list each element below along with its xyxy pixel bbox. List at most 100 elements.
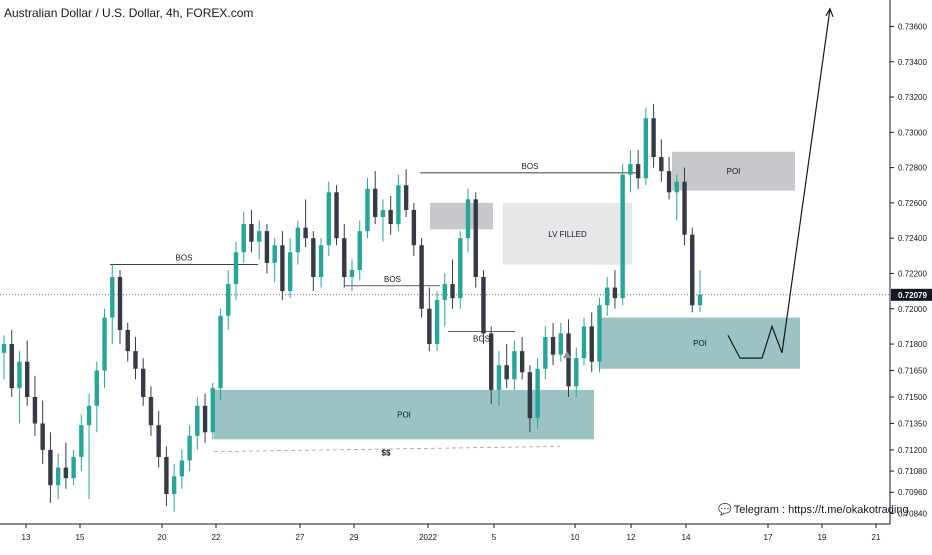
bos-label: BOS (522, 162, 539, 171)
marker-triangle (563, 351, 571, 358)
time-tick-label: 22 (212, 533, 221, 542)
candle (264, 224, 270, 274)
candle-body (635, 164, 641, 179)
price-tick-label: 0.72200 (898, 269, 927, 278)
candle (48, 432, 53, 503)
candle-body (249, 224, 254, 242)
candle (202, 393, 208, 443)
candle-body (605, 287, 610, 306)
candle-body (110, 276, 115, 318)
time-tick-label: 29 (350, 533, 359, 542)
candle-body (55, 467, 61, 486)
candle-body (272, 245, 277, 263)
candle-body (357, 231, 362, 270)
price-tick-label: 0.73400 (898, 58, 927, 67)
candle (442, 273, 447, 327)
candle-body (589, 326, 594, 362)
candle-body (25, 361, 30, 397)
candle (396, 174, 401, 232)
zone-label: POI (397, 411, 411, 420)
candle (241, 211, 246, 263)
candle (411, 202, 417, 256)
candle-body (666, 171, 672, 193)
candle-body (450, 284, 455, 299)
candle (651, 104, 656, 168)
time-tick-label: 15 (76, 533, 85, 542)
candle (63, 442, 69, 489)
last-price-badge (891, 288, 932, 301)
candle (342, 224, 347, 288)
candle (365, 178, 370, 239)
time-tick-label: 17 (764, 533, 773, 542)
candle-body (125, 329, 130, 352)
zone-label: POI (693, 339, 707, 348)
candle (605, 276, 610, 316)
candle (295, 220, 301, 265)
candle (388, 195, 393, 235)
candle-body (233, 252, 239, 285)
price-tick-label: 0.70960 (898, 488, 927, 497)
price-tick-label: 0.71800 (898, 340, 927, 349)
candle-body (86, 405, 92, 426)
zone-label: POI (727, 167, 741, 176)
candles-layer (1, 104, 703, 512)
candle-body (226, 284, 231, 316)
candle (334, 185, 339, 246)
candle (612, 269, 618, 309)
candle (574, 347, 579, 397)
projection-path (727, 8, 831, 359)
zone-rect (503, 202, 632, 265)
candle-body (396, 185, 401, 225)
candle-body (141, 368, 146, 397)
bos-label: BOS (473, 335, 490, 344)
candle-body (264, 231, 270, 263)
candle-body (171, 476, 177, 495)
candle (17, 351, 22, 424)
candle (458, 231, 463, 309)
candle-body (659, 157, 664, 172)
candle (659, 139, 664, 182)
candle-body (674, 181, 679, 193)
candle (403, 169, 409, 218)
candle-body (458, 238, 463, 299)
price-tick-label: 0.73000 (898, 128, 927, 137)
candle (141, 358, 146, 406)
chat-icon: 💬 (718, 503, 732, 516)
candle-body (465, 199, 471, 239)
candle-body (566, 333, 571, 387)
liquidity-trendline (213, 445, 561, 453)
candle-body (1, 344, 7, 353)
candle (635, 149, 641, 189)
candle (303, 199, 308, 248)
candle-body (427, 308, 432, 345)
candle (620, 164, 625, 306)
candle-body (187, 435, 192, 461)
candle-body (48, 449, 53, 486)
candle (326, 181, 331, 256)
candle-body (32, 396, 38, 424)
candle-body (697, 294, 703, 306)
candle-body (295, 227, 301, 253)
zone-rect (430, 202, 493, 230)
candle-body (442, 284, 447, 300)
time-axis[interactable]: 13 15 20 22 27 29 2022 5 10 12 14 17 19 21 (22, 524, 881, 542)
candle-body (527, 372, 533, 419)
candle (71, 449, 76, 486)
price-tick-label: 0.72400 (898, 234, 927, 243)
time-tick-label: 14 (682, 533, 691, 542)
price-axis[interactable]: 0.73600 0.73400 0.73200 0.73000 0.72800 0.726… (890, 22, 932, 518)
candle-body (411, 209, 417, 246)
price-tick-label: 0.71080 (898, 467, 927, 476)
candle-body (496, 365, 502, 390)
candle-body (94, 370, 99, 406)
candle-body (682, 181, 687, 235)
candle (125, 322, 130, 362)
candle-body (597, 305, 602, 362)
candle-body (334, 192, 339, 239)
candle (427, 287, 432, 352)
candle (9, 329, 14, 397)
candle-body (71, 456, 76, 479)
price-tick-label: 0.71650 (898, 367, 927, 376)
